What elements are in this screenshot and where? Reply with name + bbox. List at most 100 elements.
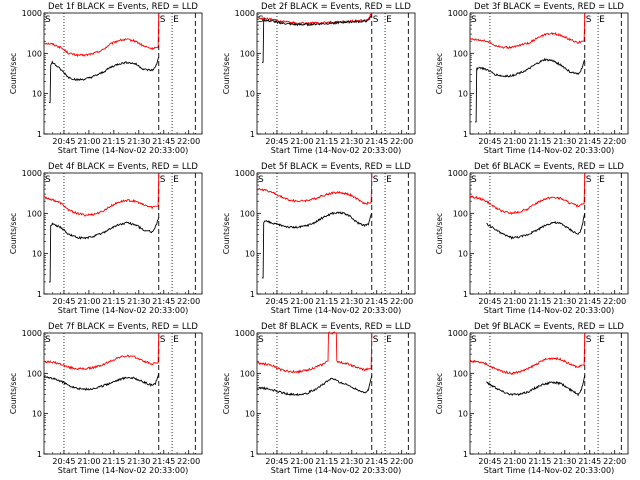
- s-label: S: [373, 175, 379, 185]
- chart-title: Det 1f BLACK = Events, RED = LLD: [48, 2, 198, 12]
- y-axis-label: Counts/sec: [9, 373, 18, 414]
- plot-frame: [43, 172, 203, 295]
- x-tick-label: 21:00: [77, 457, 100, 466]
- y-tick-label: 10: [32, 410, 42, 419]
- plot-frame: [469, 172, 629, 295]
- x-tick-label: 22:00: [603, 137, 626, 146]
- x-tick-label: 20:45: [52, 137, 75, 146]
- x-tick-label: 21:00: [77, 297, 100, 306]
- x-axis-label: Start Time (14-Nov-02 20:33:00): [271, 306, 401, 315]
- x-tick-label: 21:45: [365, 137, 388, 146]
- y-tick-label: 1: [37, 450, 42, 459]
- x-tick-label: 21:15: [528, 297, 551, 306]
- y-tick-label: 1000: [448, 169, 468, 178]
- x-tick-label: 21:45: [152, 457, 175, 466]
- y-tick-label: 10: [32, 90, 42, 99]
- x-tick-label: 21:00: [503, 137, 526, 146]
- y-tick-label: 1: [37, 290, 42, 299]
- s-label: S: [160, 335, 166, 345]
- x-axis-label: Start Time (14-Nov-02 20:33:00): [58, 146, 188, 155]
- series-line-red: [43, 12, 160, 58]
- y-tick-label: 1: [37, 130, 42, 139]
- chart-title: Det 4f BLACK = Events, RED = LLD: [48, 162, 198, 172]
- y-tick-label: 10: [245, 250, 255, 259]
- x-tick-label: 20:45: [265, 457, 288, 466]
- series-line-black: [262, 14, 373, 63]
- x-tick-label: 20:45: [478, 457, 501, 466]
- x-axis-label: Start Time (14-Nov-02 20:33:00): [484, 306, 614, 315]
- y-tick-label: 10: [458, 410, 468, 419]
- x-tick-label: 21:45: [365, 457, 388, 466]
- e-label: E: [173, 15, 179, 25]
- x-tick-label: 22:00: [390, 457, 413, 466]
- s-label: S: [586, 175, 592, 185]
- plot-frame: [256, 172, 416, 295]
- x-tick-label: 22:00: [177, 137, 200, 146]
- x-tick-label: 21:45: [152, 297, 175, 306]
- s-label: S: [373, 335, 379, 345]
- series-line-black: [475, 57, 586, 123]
- x-axis-label: Start Time (14-Nov-02 20:33:00): [271, 466, 401, 475]
- x-tick-label: 20:45: [52, 457, 75, 466]
- x-tick-label: 21:30: [127, 457, 150, 466]
- plot-frame: [469, 332, 629, 455]
- x-tick-label: 20:45: [265, 297, 288, 306]
- x-tick-label: 21:30: [340, 137, 363, 146]
- chart-title: Det 5f BLACK = Events, RED = LLD: [261, 162, 411, 172]
- x-axis-label: Start Time (14-Nov-02 20:33:00): [271, 146, 401, 155]
- x-tick-label: 21:15: [315, 457, 338, 466]
- y-tick-label: 1000: [22, 329, 42, 338]
- e-label: E: [599, 15, 605, 25]
- y-axis-label: Counts/sec: [435, 213, 444, 254]
- x-tick-label: 22:00: [177, 457, 200, 466]
- chart-title: Det 7f BLACK = Events, RED = LLD: [48, 322, 198, 332]
- chart-panel-2: Det 2f BLACK = Events, RED = LLD 1 10 100 10…: [222, 2, 416, 155]
- chart-title: Det 2f BLACK = Events, RED = LLD: [261, 2, 411, 12]
- y-tick-label: 1000: [235, 329, 255, 338]
- series-line-red: [256, 172, 373, 206]
- y-tick-label: 100: [27, 49, 42, 58]
- y-tick-label: 1000: [22, 169, 42, 178]
- chart-panel-8: Det 8f BLACK = Events, RED = LLD 1 10 100 10…: [222, 322, 416, 475]
- y-tick-label: 100: [453, 369, 468, 378]
- y-axis-label: Counts/sec: [435, 373, 444, 414]
- plot-frame: [43, 12, 203, 135]
- y-tick-label: 1000: [22, 9, 42, 18]
- y-tick-label: 1: [250, 450, 255, 459]
- series-line-red: [256, 331, 373, 374]
- e-label: E: [599, 335, 605, 345]
- y-tick-label: 1000: [235, 9, 255, 18]
- y-tick-label: 100: [240, 369, 255, 378]
- y-tick-label: 100: [453, 209, 468, 218]
- x-tick-label: 21:00: [503, 297, 526, 306]
- x-tick-label: 21:15: [528, 457, 551, 466]
- chart-panel-1: Det 1f BLACK = Events, RED = LLD 1 10 100 10…: [9, 2, 203, 155]
- s-left-label: S: [471, 15, 477, 25]
- plot-frame: [469, 12, 629, 135]
- x-tick-label: 21:30: [553, 137, 576, 146]
- s-label: S: [373, 15, 379, 25]
- series-line-red: [469, 332, 586, 376]
- plot-frame: [43, 332, 203, 455]
- plot-frame: [256, 12, 416, 135]
- x-tick-label: 21:00: [503, 457, 526, 466]
- s-left-label: S: [258, 335, 264, 345]
- y-axis-label: Counts/sec: [9, 53, 18, 94]
- x-tick-label: 21:00: [77, 137, 100, 146]
- s-left-label: S: [45, 175, 51, 185]
- series-line-black: [262, 211, 373, 279]
- series-line-black: [49, 217, 160, 283]
- x-tick-label: 21:45: [578, 137, 601, 146]
- chart-title: Det 3f BLACK = Events, RED = LLD: [474, 2, 624, 12]
- x-tick-label: 21:30: [340, 297, 363, 306]
- e-label: E: [386, 15, 392, 25]
- series-line-red: [43, 332, 160, 371]
- x-tick-label: 21:15: [528, 137, 551, 146]
- y-tick-label: 1: [463, 130, 468, 139]
- x-tick-label: 22:00: [390, 137, 413, 146]
- chart-panel-4: Det 4f BLACK = Events, RED = LLD 1 10 100 10…: [9, 162, 203, 315]
- x-tick-label: 22:00: [390, 297, 413, 306]
- x-tick-label: 21:00: [290, 457, 313, 466]
- s-left-label: S: [45, 335, 51, 345]
